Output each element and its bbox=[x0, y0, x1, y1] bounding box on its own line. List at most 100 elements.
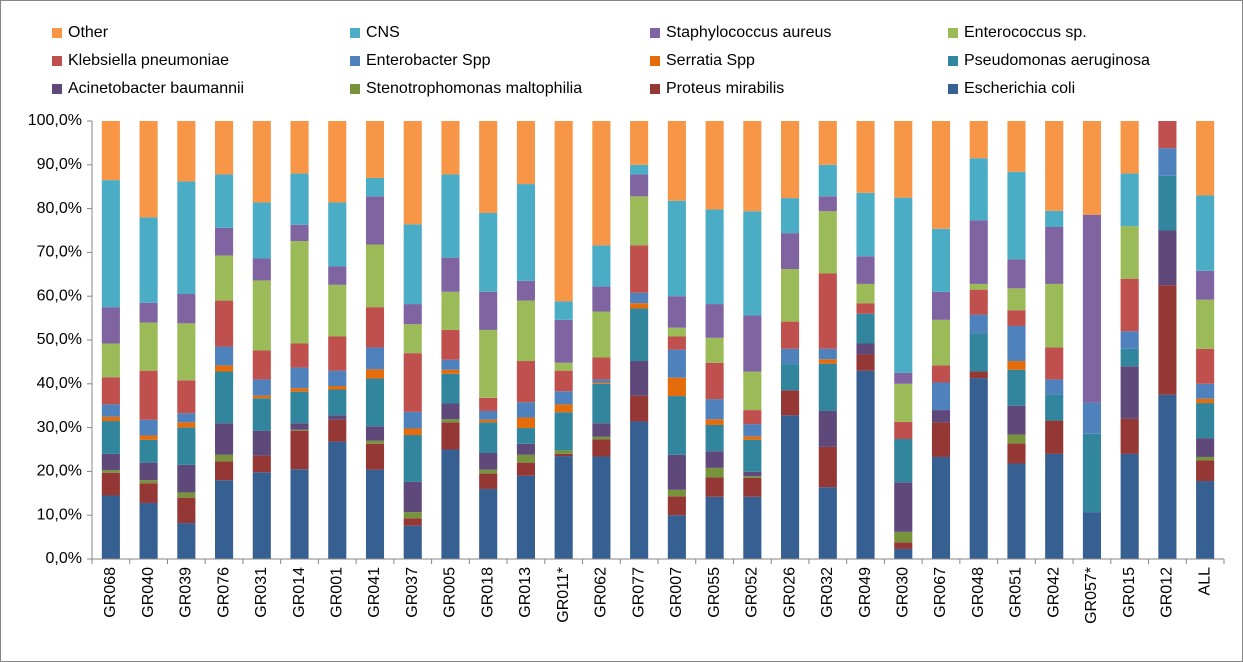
bar-segment bbox=[592, 423, 611, 437]
legend-label: Enterobacter Spp bbox=[366, 52, 491, 69]
bar-segment bbox=[1158, 121, 1177, 149]
bar-segment bbox=[1007, 369, 1026, 406]
bar-segment bbox=[856, 121, 875, 193]
bar-segment bbox=[252, 395, 271, 399]
bar-segment bbox=[667, 377, 686, 397]
bar-segment bbox=[705, 209, 724, 305]
bar-segment bbox=[101, 472, 120, 496]
bar-segment bbox=[177, 323, 196, 381]
x-tick-label: GR018 bbox=[479, 567, 496, 618]
bar-segment bbox=[743, 477, 762, 497]
bar-segment bbox=[252, 258, 271, 281]
bar-segment bbox=[969, 314, 988, 334]
bar-segment bbox=[290, 343, 309, 368]
bar-segment bbox=[781, 233, 800, 270]
bar-segment bbox=[177, 294, 196, 324]
legend-label: Proteus mirabilis bbox=[666, 80, 784, 97]
x-tick-label: GR007 bbox=[668, 567, 685, 618]
bar-segment bbox=[479, 212, 498, 292]
bar-segment bbox=[252, 280, 271, 351]
x-tick-label: GR039 bbox=[178, 567, 195, 618]
bar-segment bbox=[139, 217, 158, 303]
bar-segment bbox=[1045, 210, 1064, 227]
bar-segment bbox=[1120, 226, 1139, 279]
bar-segment bbox=[592, 456, 611, 559]
bar-segment bbox=[705, 477, 724, 497]
bar-segment bbox=[705, 304, 724, 338]
bar-segment bbox=[177, 380, 196, 414]
bar-segment bbox=[630, 121, 649, 165]
bar-segment bbox=[516, 184, 535, 281]
bar-segment bbox=[328, 441, 347, 559]
y-tick-label: 40,0% bbox=[37, 375, 82, 392]
bar-segment bbox=[592, 439, 611, 457]
bar-segment bbox=[818, 273, 837, 349]
x-tick-label: GR062 bbox=[593, 567, 610, 618]
bar-segment bbox=[818, 121, 837, 165]
bar-segment bbox=[479, 469, 498, 474]
bar-segment bbox=[328, 389, 347, 416]
bar-segment bbox=[290, 241, 309, 344]
bar-segment bbox=[894, 531, 913, 543]
bar-segment bbox=[1045, 226, 1064, 284]
bar-segment bbox=[215, 121, 234, 175]
bar-segment bbox=[441, 422, 460, 450]
bar-segment bbox=[139, 439, 158, 463]
bar-segment bbox=[1120, 173, 1139, 227]
bar-segment bbox=[818, 348, 837, 360]
x-tick-label: GR037 bbox=[404, 567, 421, 618]
legend-label: Other bbox=[68, 24, 109, 41]
x-tick-label: GR032 bbox=[819, 567, 836, 618]
bar-segment bbox=[818, 359, 837, 364]
x-tick-label: GR014 bbox=[291, 567, 308, 618]
bar-segment bbox=[139, 370, 158, 420]
bar-segment bbox=[667, 396, 686, 455]
bar-segment bbox=[554, 412, 573, 451]
bar-segment bbox=[1007, 361, 1026, 370]
bar-segment bbox=[177, 523, 196, 559]
bar-segment bbox=[630, 395, 649, 422]
bar-segment bbox=[1120, 453, 1139, 559]
bar-segment bbox=[365, 469, 385, 559]
bar-segment bbox=[592, 383, 611, 424]
legend-label: Acinetobacter baumannii bbox=[68, 80, 244, 97]
bar-segment bbox=[101, 416, 120, 422]
y-tick-label: 60,0% bbox=[37, 287, 82, 304]
bar-segment bbox=[667, 121, 686, 201]
bar-segment bbox=[667, 489, 686, 497]
bar-segment bbox=[1158, 230, 1177, 286]
bar-segment bbox=[1196, 438, 1215, 457]
bar-segment bbox=[101, 307, 120, 344]
bar-segment bbox=[969, 371, 988, 379]
bar-segment bbox=[856, 354, 875, 371]
bar-segment bbox=[592, 436, 611, 440]
bar-segment bbox=[931, 456, 951, 559]
bar-segment bbox=[667, 336, 686, 350]
bar-segment bbox=[1120, 278, 1139, 332]
bar-segment bbox=[215, 461, 234, 481]
bar-segment bbox=[1196, 270, 1215, 300]
bar-segment bbox=[215, 454, 234, 462]
bar-segment bbox=[630, 303, 649, 309]
legend-swatch bbox=[650, 28, 660, 38]
y-tick-label: 20,0% bbox=[37, 463, 82, 480]
bar-segment bbox=[328, 266, 347, 285]
x-tick-label: GR040 bbox=[140, 567, 157, 618]
bar-segment bbox=[365, 378, 385, 427]
x-tick-label: GR042 bbox=[1045, 567, 1062, 618]
bar-segment bbox=[856, 192, 875, 257]
bar-segment bbox=[856, 283, 875, 304]
bar-segment bbox=[177, 121, 196, 182]
bar-segment bbox=[441, 121, 460, 175]
bar-segment bbox=[139, 483, 158, 503]
bar-segment bbox=[554, 391, 573, 405]
bar-segment bbox=[1196, 348, 1215, 384]
x-tick-label: GR076 bbox=[215, 567, 232, 618]
bar-segment bbox=[290, 388, 309, 392]
bar-segment bbox=[101, 121, 120, 181]
x-tick-label: GR015 bbox=[1121, 567, 1138, 618]
y-tick-label: 30,0% bbox=[37, 419, 82, 436]
bar-segment bbox=[1045, 347, 1064, 380]
bar-segment bbox=[818, 487, 837, 559]
bar-segment bbox=[743, 436, 762, 440]
